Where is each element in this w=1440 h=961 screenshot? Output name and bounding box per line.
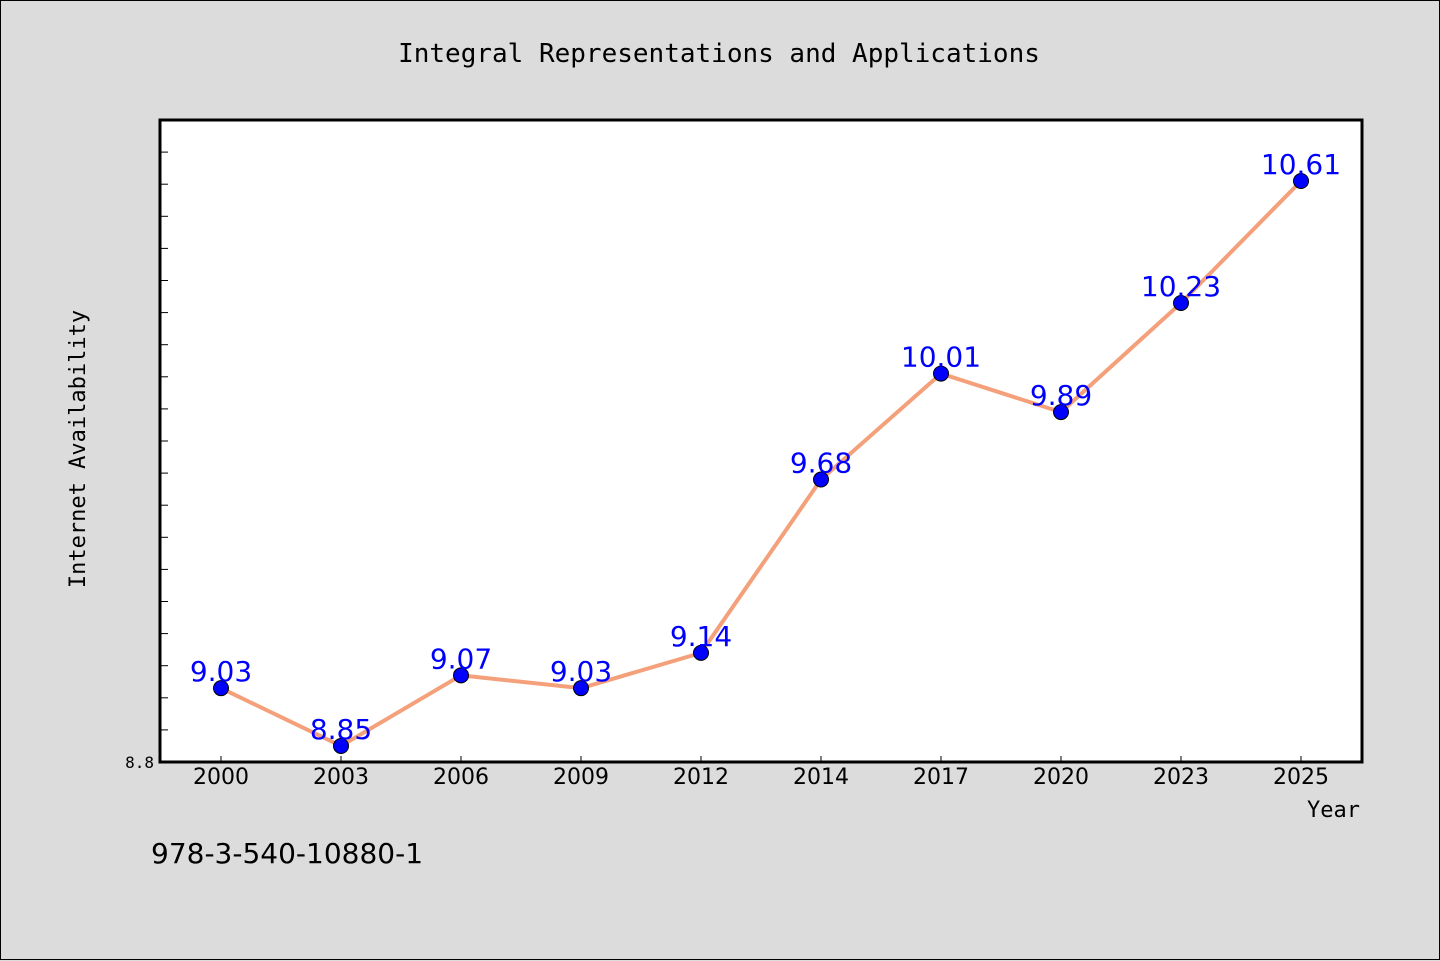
data-label: 8.85 (310, 713, 372, 746)
data-point (1173, 294, 1189, 311)
x-axis-label: Year (1307, 798, 1360, 823)
x-tick-label: 2025 (1273, 765, 1329, 790)
data-point (1053, 404, 1069, 421)
x-tick-label: 2023 (1153, 765, 1209, 790)
series-group: 9.03 8.85 9.07 9.03 9.14 9.68 10.01 9.89 10.23 10… (190, 148, 1341, 754)
data-point (813, 471, 829, 488)
data-point (1293, 172, 1309, 189)
x-tick-label: 2014 (793, 765, 849, 790)
x-tick-label: 2006 (433, 765, 489, 790)
data-label: 9.14 (670, 620, 732, 653)
data-label: 10.01 (901, 341, 981, 374)
data-label: 10.23 (1141, 270, 1221, 303)
data-label: 9.03 (190, 655, 252, 688)
data-label: 9.68 (790, 447, 852, 480)
x-tick-label: 2020 (1033, 765, 1089, 790)
plot-area (158, 118, 1364, 764)
y-axis-ticks: 8.8 (125, 151, 168, 772)
series-line (220, 179, 1303, 748)
data-point (693, 644, 709, 661)
x-tick-label: 2012 (673, 765, 729, 790)
data-label: 10.61 (1261, 148, 1341, 181)
data-point (333, 737, 349, 754)
data-label: 9.89 (1030, 379, 1092, 412)
x-tick-label: 2017 (913, 765, 969, 790)
x-tick-label: 2000 (193, 765, 249, 790)
chart-title: Integral Representations and Application… (398, 39, 1040, 69)
data-point (453, 667, 469, 684)
y-axis-label: Internet Availability (66, 310, 91, 588)
footer-isbn: 978-3-540-10880-1 (151, 837, 423, 870)
data-label: 9.03 (550, 655, 612, 688)
x-tick-label: 2003 (313, 765, 369, 790)
data-point (573, 680, 589, 697)
data-point (213, 680, 229, 697)
data-label: 9.07 (430, 642, 492, 675)
data-point (933, 365, 949, 382)
x-tick-label: 2009 (553, 765, 609, 790)
x-axis-ticks: 2000 2003 2006 2009 2012 2014 2017 2020 2023 2025 (193, 756, 1329, 790)
y-tick-label: 8.8 (125, 753, 154, 772)
